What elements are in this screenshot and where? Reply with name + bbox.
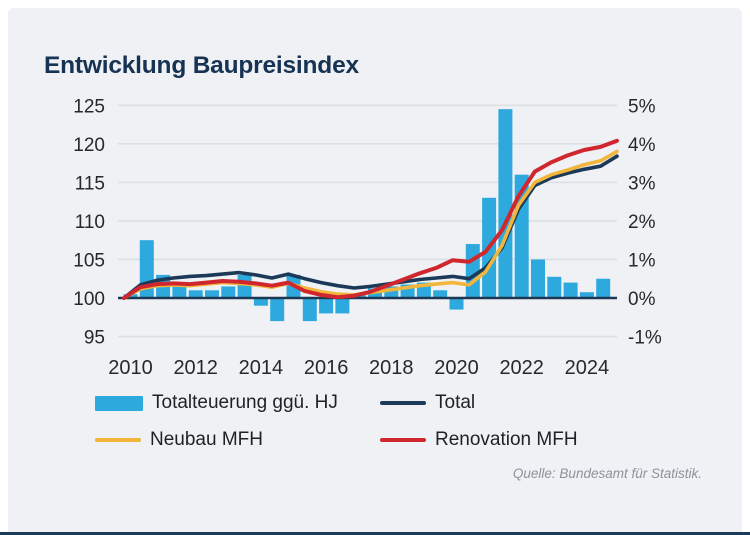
source-note: Quelle: Bundesamt für Statistik. bbox=[512, 466, 702, 481]
legend-item-renovation: Renovation MFH bbox=[380, 429, 578, 451]
line-swatch-total-icon bbox=[380, 400, 426, 406]
legend-item-totalteuerung: Totalteuerung ggü. HJ bbox=[95, 392, 380, 414]
bottom-accent-bar bbox=[0, 532, 750, 535]
chart-legend: Totalteuerung ggü. HJ Total Neubau MFH R… bbox=[95, 392, 578, 451]
bar-swatch-icon bbox=[95, 395, 143, 411]
chart-card bbox=[8, 8, 742, 535]
legend-label-totalteuerung: Totalteuerung ggü. HJ bbox=[152, 392, 338, 413]
line-swatch-renovation-icon bbox=[380, 437, 426, 443]
legend-label-renovation: Renovation MFH bbox=[435, 429, 578, 450]
page-title: Entwicklung Baupreisindex bbox=[44, 52, 359, 80]
legend-label-total: Total bbox=[435, 392, 476, 413]
legend-item-total: Total bbox=[380, 392, 578, 414]
legend-item-neubau: Neubau MFH bbox=[95, 429, 380, 451]
legend-label-neubau: Neubau MFH bbox=[150, 429, 263, 450]
line-swatch-neubau-icon bbox=[95, 437, 141, 443]
